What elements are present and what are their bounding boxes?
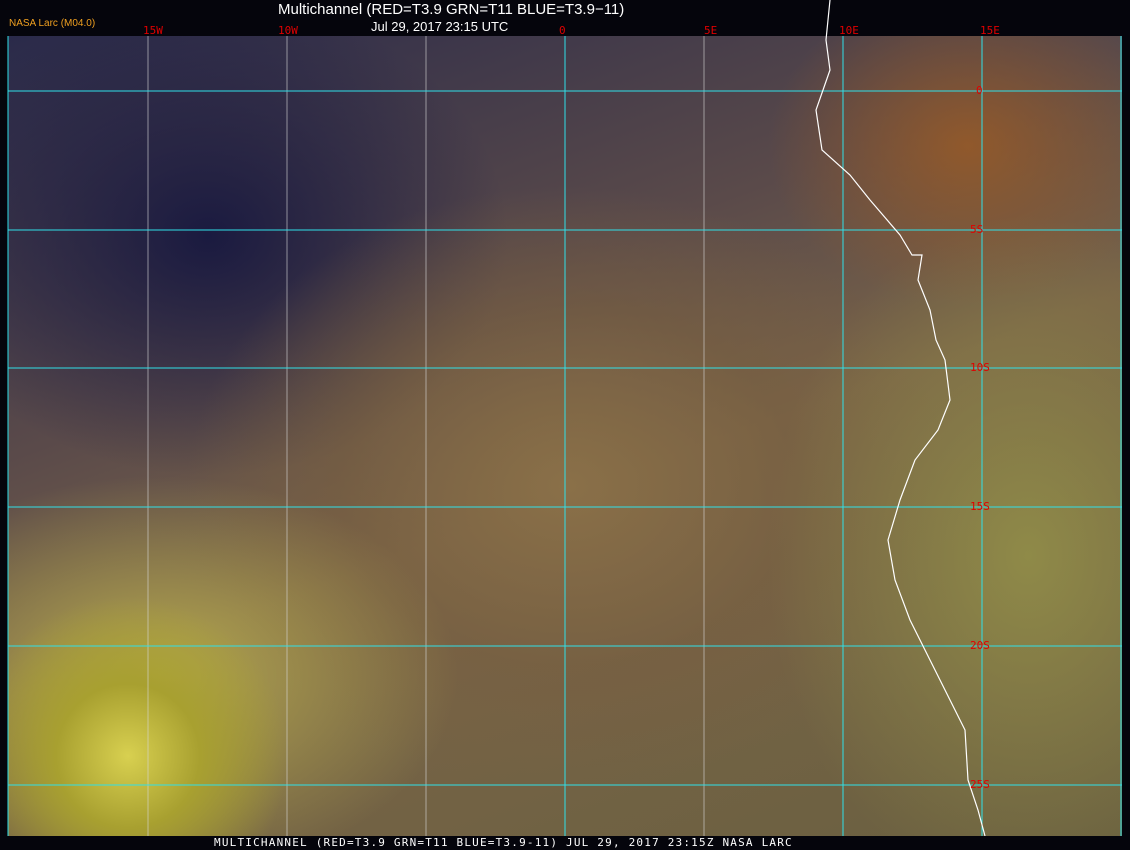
footer-bar bbox=[0, 836, 1130, 850]
lat-label: 5S bbox=[970, 223, 984, 236]
image-title: Multichannel (RED=T3.9 GRN=T11 BLUE=T3.9… bbox=[278, 1, 625, 18]
lon-label: 15E bbox=[980, 24, 1000, 37]
lat-label: 0 bbox=[976, 84, 983, 97]
lat-label: 25S bbox=[970, 778, 990, 791]
lat-label: 10S bbox=[970, 361, 990, 374]
lon-label: 10W bbox=[278, 24, 298, 37]
lon-label: 5E bbox=[704, 24, 718, 37]
coastline bbox=[815, 0, 986, 837]
lat-label: 15S bbox=[970, 500, 990, 513]
source-badge: NASA Larc (M04.0) bbox=[9, 18, 96, 29]
footer-caption: MULTICHANNEL (RED=T3.9 GRN=T11 BLUE=T3.9… bbox=[214, 836, 793, 849]
lon-label: 0 bbox=[559, 24, 566, 37]
image-timestamp: Jul 29, 2017 23:15 UTC bbox=[371, 19, 509, 34]
lon-label: 10E bbox=[839, 24, 859, 37]
lon-label: 15W bbox=[143, 24, 163, 37]
grid-lines bbox=[7, 36, 1122, 836]
lat-label: 20S bbox=[970, 639, 990, 652]
